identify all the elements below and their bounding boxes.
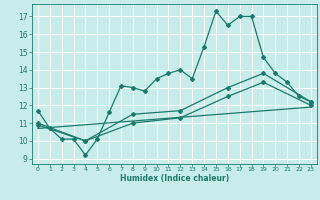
X-axis label: Humidex (Indice chaleur): Humidex (Indice chaleur) <box>120 174 229 183</box>
